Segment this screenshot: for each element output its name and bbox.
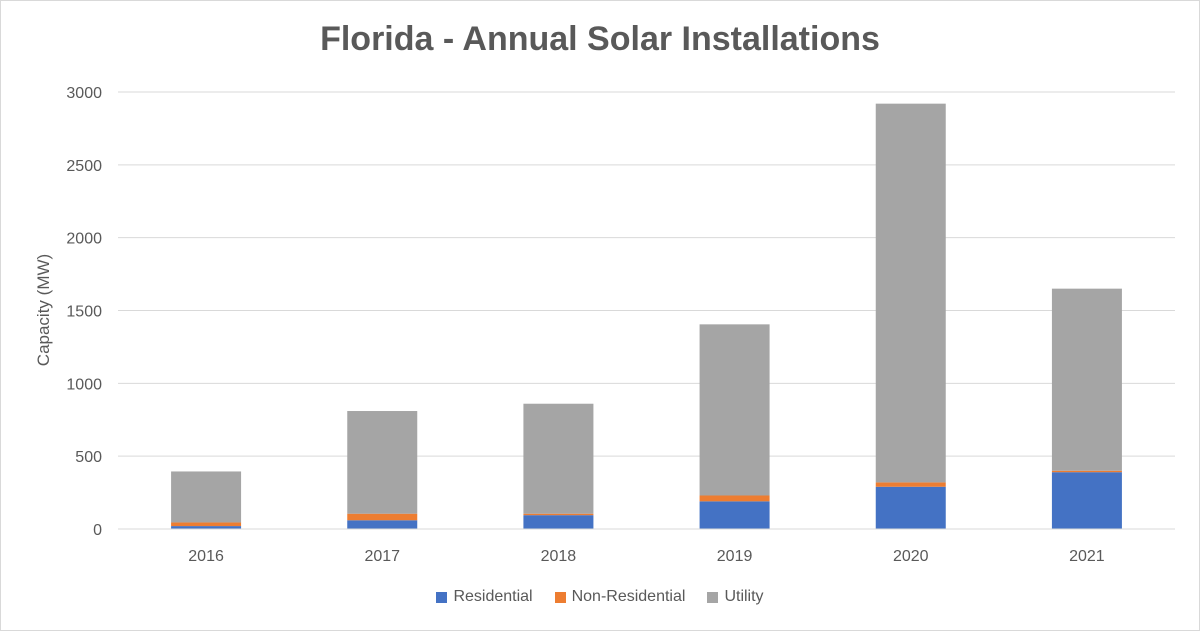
y-tick-label: 2500 — [66, 158, 102, 175]
bar-utility-2021 — [1051, 288, 1122, 471]
legend: Residential Non-Residential Utility — [0, 588, 1200, 606]
bar-residential-2021 — [1051, 472, 1122, 529]
x-tick-label: 2019 — [717, 548, 753, 565]
bar-residential-2018 — [523, 515, 594, 529]
gridlines — [118, 91, 1175, 530]
y-tick-label: 0 — [93, 522, 102, 539]
bar-utility-2020 — [875, 103, 946, 483]
bar-non-residential-2016 — [171, 522, 242, 527]
legend-item-utility: Utility — [707, 588, 764, 606]
legend-item-non-residential: Non-Residential — [554, 588, 686, 606]
legend-swatch — [707, 591, 719, 603]
bar-residential-2020 — [875, 486, 946, 529]
y-tick-label: 2000 — [66, 231, 102, 248]
bar-non-residential-2017 — [347, 513, 418, 521]
y-tick-label: 3000 — [66, 85, 102, 102]
bar-utility-2016 — [171, 471, 242, 523]
bar-residential-2016 — [171, 526, 242, 529]
x-axis-ticks: 2016 2017 2018 2019 2020 2021 — [118, 528, 1175, 565]
y-tick-label: 1500 — [66, 304, 102, 321]
bar-utility-2019 — [699, 324, 770, 496]
chart-title: Florida - Annual Solar Installations — [320, 20, 880, 58]
x-tick-label: 2020 — [893, 548, 929, 565]
x-tick-label: 2018 — [541, 548, 577, 565]
y-tick-label: 1000 — [66, 376, 102, 393]
y-tick-label: 500 — [75, 449, 102, 466]
legend-swatch — [554, 591, 566, 603]
bar-residential-2017 — [347, 520, 418, 529]
x-tick-label: 2021 — [1069, 548, 1105, 565]
y-axis-ticks: 0 500 1000 1500 2000 2500 3000 — [66, 85, 102, 539]
x-tick-label: 2017 — [364, 548, 400, 565]
bar-non-residential-2021 — [1051, 470, 1122, 473]
x-tick-label: 2016 — [188, 548, 224, 565]
bar-utility-2018 — [523, 403, 594, 514]
legend-label: Non-Residential — [571, 588, 686, 605]
bar-non-residential-2020 — [875, 482, 946, 487]
legend-item-residential: Residential — [436, 588, 533, 606]
bars — [171, 103, 1122, 529]
y-axis-label: Capacity (MW) — [34, 254, 53, 366]
legend-swatch — [436, 591, 448, 603]
bar-non-residential-2018 — [523, 513, 594, 516]
bar-residential-2019 — [699, 501, 770, 529]
bar-utility-2017 — [347, 411, 418, 514]
bar-non-residential-2019 — [699, 495, 770, 502]
legend-label: Residential — [453, 588, 533, 605]
legend-label: Utility — [724, 588, 764, 605]
